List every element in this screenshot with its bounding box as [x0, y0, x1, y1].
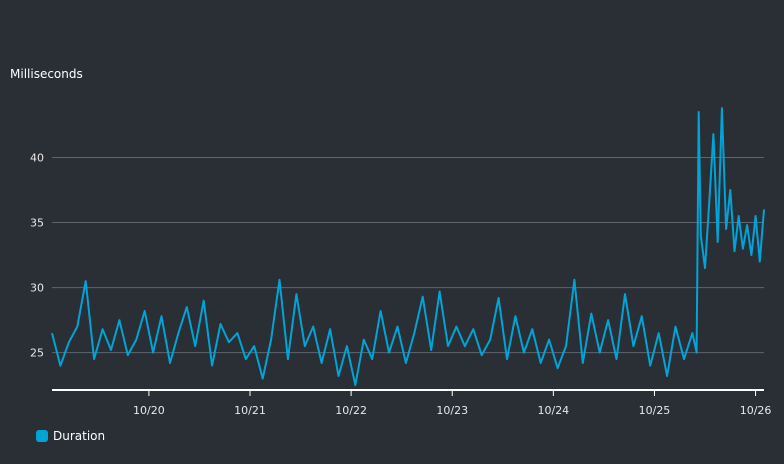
legend-swatch-duration	[36, 430, 48, 442]
plot-area: 25 30 35 40 10/20 10/21 10/22 10/23 10/24 10/25 10…	[30, 107, 772, 417]
x-tick-label: 10/24	[537, 404, 569, 417]
series-line-duration	[51, 107, 765, 387]
x-tick-label: 10/25	[639, 404, 671, 417]
y-axis-label: Milliseconds	[10, 67, 83, 81]
x-tick-label: 10/26	[740, 404, 772, 417]
legend[interactable]: Duration	[36, 429, 105, 443]
x-tick-label: 10/23	[436, 404, 468, 417]
legend-label-duration: Duration	[53, 429, 106, 443]
y-tick-label: 30	[30, 282, 44, 295]
y-tick-label: 25	[30, 347, 44, 360]
y-tick-label: 35	[30, 217, 44, 230]
x-tick-label: 10/21	[234, 404, 266, 417]
x-tick-label: 10/22	[335, 404, 367, 417]
y-tick-label: 40	[30, 152, 44, 165]
x-tick-label: 10/20	[133, 404, 165, 417]
